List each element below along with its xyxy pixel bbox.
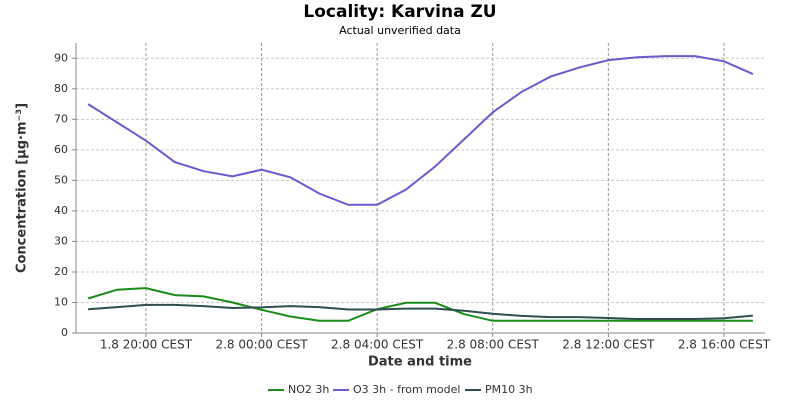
x-tick-label: 2.8 16:00 CEST [678,338,771,352]
series-line [88,303,753,320]
chart-subtitle: Actual unverified data [339,24,461,37]
y-tick-label: 0 [61,326,68,339]
y-tick-label: 40 [54,204,68,217]
x-tick-label: 1.8 20:00 CEST [100,338,193,352]
x-tick-label: 2.8 12:00 CEST [562,338,655,352]
legend-label: PM10 3h [485,383,533,396]
x-tick-label: 2.8 08:00 CEST [447,338,540,352]
x-tick-label: 2.8 04:00 CEST [331,338,424,352]
y-tick-label: 20 [54,265,68,278]
y-axis-label: Concentration [µg·m⁻³] [15,103,30,273]
legend-label: O3 3h - from model [353,383,460,396]
y-tick-label: 80 [54,82,68,95]
chart-title: Locality: Karvina ZU [303,2,496,22]
y-tick-label: 60 [54,143,68,156]
y-tick-label: 90 [54,51,68,64]
y-tick-label: 50 [54,173,68,186]
series-line [87,287,753,322]
y-tick-label: 30 [54,234,68,247]
y-tick-label: 10 [54,295,68,308]
x-tick-label: 2.8 00:00 CEST [215,338,308,352]
series-line [87,55,754,206]
legend-label: NO2 3h [288,383,329,396]
x-axis-label: Date and time [368,355,472,370]
y-tick-label: 70 [54,112,68,125]
